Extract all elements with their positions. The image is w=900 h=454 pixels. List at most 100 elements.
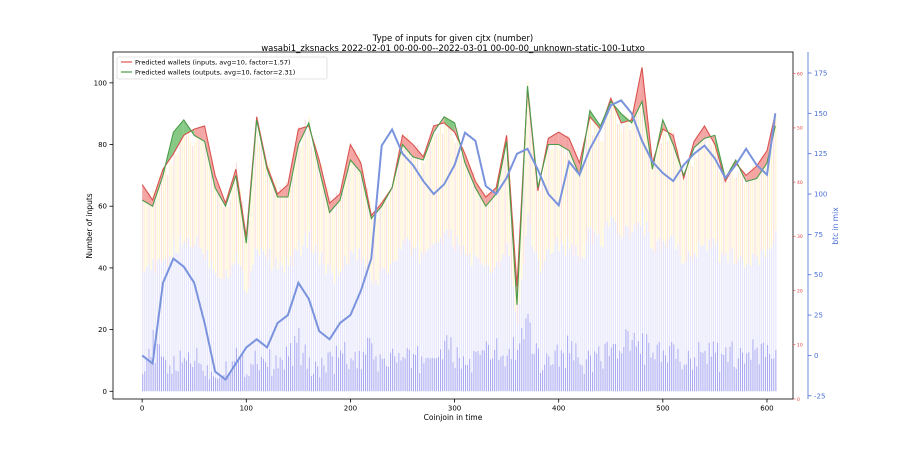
bar-mid-segment	[217, 277, 219, 380]
bar-mid-segment	[512, 286, 514, 338]
bar-base-segment	[185, 360, 187, 392]
bar-top-segment	[169, 161, 171, 256]
bar-base-segment	[181, 362, 183, 392]
bar-mid-segment	[704, 243, 706, 351]
bar-mid-segment	[344, 256, 346, 343]
bar-mid-segment	[700, 246, 702, 353]
bar-base-segment	[246, 374, 248, 392]
bar-base-segment	[567, 335, 569, 392]
bar-mid-segment	[260, 248, 262, 357]
bar-base-segment	[408, 349, 410, 392]
bar-top-segment	[223, 207, 225, 280]
y3-tick-label: 60	[797, 71, 803, 77]
bar-base-segment	[596, 353, 598, 392]
bar-base-segment	[652, 352, 654, 392]
bar-base-segment	[631, 340, 633, 392]
bar-base-segment	[766, 345, 769, 392]
bar-mid-segment	[423, 257, 425, 364]
bar-top-segment	[535, 162, 537, 252]
bar-top-segment	[321, 164, 323, 253]
bar-mid-segment	[619, 233, 621, 351]
bar-base-segment	[731, 341, 733, 392]
bar-mid-segment	[500, 260, 502, 357]
bar-base-segment	[200, 364, 202, 392]
bar-top-segment	[250, 190, 252, 272]
bar-mid-segment	[406, 237, 408, 348]
bar-top-segment	[304, 119, 306, 234]
bar-top-segment	[244, 230, 246, 291]
bar-top-segment	[292, 177, 294, 267]
bar-top-segment	[227, 206, 229, 279]
bar-mid-segment	[698, 241, 700, 342]
bar-top-segment	[539, 191, 542, 274]
bar-top-segment	[508, 162, 510, 257]
bar-base-segment	[506, 355, 508, 392]
bar-top-segment	[427, 148, 429, 250]
bar-base-segment	[721, 353, 723, 392]
bar-base-segment	[654, 359, 656, 392]
bar-base-segment	[269, 349, 271, 392]
bar-mid-segment	[708, 239, 710, 343]
bar-base-segment	[262, 358, 265, 392]
bar-base-segment	[402, 356, 404, 392]
bar-top-segment	[302, 132, 304, 246]
bar-top-segment	[192, 145, 194, 249]
bar-mid-segment	[733, 263, 735, 367]
bar-top-segment	[277, 195, 279, 270]
bar-base-segment	[564, 367, 567, 392]
bar-mid-segment	[444, 232, 446, 341]
bar-mid-segment	[446, 229, 448, 336]
bar-mid-segment	[252, 264, 254, 365]
bar-top-segment	[500, 171, 502, 261]
bar-base-segment	[746, 353, 748, 392]
bar-top-segment	[681, 177, 683, 265]
bar-base-segment	[337, 357, 340, 392]
bar-base-segment	[556, 344, 558, 392]
y2-tick-label: 0	[814, 352, 818, 360]
bar-base-segment	[160, 356, 163, 392]
bar-top-segment	[242, 201, 244, 270]
bar-base-segment	[639, 353, 642, 392]
bar-top-segment	[694, 153, 696, 253]
bar-top-segment	[260, 139, 262, 249]
bar-mid-segment	[250, 271, 252, 364]
bar-mid-segment	[579, 261, 581, 365]
bar-base-segment	[248, 375, 250, 392]
bar-top-segment	[406, 134, 408, 238]
bar-mid-segment	[279, 262, 281, 358]
bar-mid-segment	[154, 273, 156, 363]
bar-mid-segment	[485, 263, 487, 342]
x-tick-label: 0	[140, 405, 144, 413]
bar-base-segment	[279, 357, 281, 392]
bar-top-segment	[523, 170, 525, 265]
bar-top-segment	[762, 156, 764, 250]
bar-base-segment	[144, 371, 146, 392]
bar-top-segment	[537, 181, 539, 260]
bar-mid-segment	[290, 256, 292, 343]
bar-mid-segment	[185, 243, 187, 361]
bar-top-segment	[458, 141, 460, 246]
bar-base-segment	[296, 342, 298, 392]
bar-mid-segment	[475, 255, 477, 352]
bar-mid-segment	[481, 263, 483, 351]
bar-base-segment	[454, 367, 456, 392]
bar-top-segment	[506, 135, 508, 243]
bar-base-segment	[485, 341, 487, 392]
bar-top-segment	[262, 149, 265, 252]
bar-mid-segment	[219, 277, 221, 378]
bar-base-segment	[192, 367, 194, 392]
bar-top-segment	[706, 147, 708, 251]
bar-top-segment	[296, 144, 298, 251]
bar-top-segment	[664, 133, 667, 245]
bar-mid-segment	[517, 324, 519, 350]
bar-top-segment	[519, 245, 521, 304]
bar-mid-segment	[625, 225, 627, 330]
bar-top-segment	[475, 178, 477, 256]
bar-mid-segment	[508, 256, 510, 349]
bar-top-segment	[639, 92, 642, 227]
bar-mid-segment	[762, 249, 764, 343]
bar-mid-segment	[229, 275, 231, 374]
bar-top-segment	[737, 172, 739, 260]
bar-mid-segment	[221, 278, 223, 377]
